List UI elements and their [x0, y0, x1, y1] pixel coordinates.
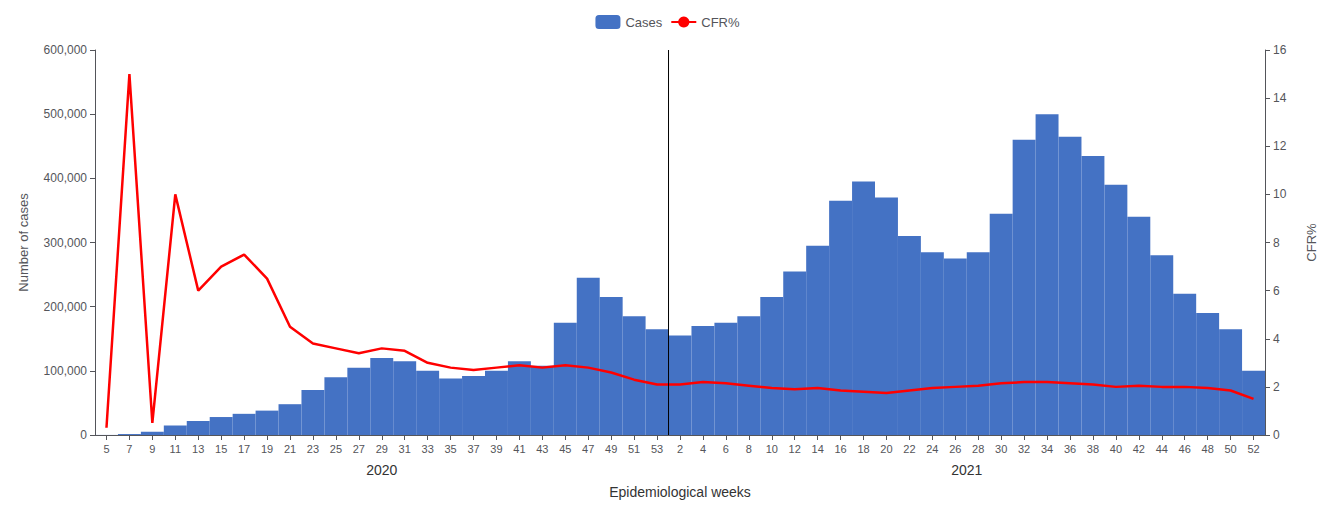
svg-text:25: 25: [330, 443, 342, 455]
svg-text:500,000: 500,000: [44, 107, 88, 121]
svg-text:17: 17: [238, 443, 250, 455]
svg-text:0: 0: [80, 428, 87, 442]
svg-text:CFR%: CFR%: [1304, 223, 1319, 262]
svg-text:2021: 2021: [951, 462, 982, 478]
svg-text:16: 16: [1273, 43, 1287, 57]
svg-text:12: 12: [1273, 139, 1287, 153]
svg-text:4: 4: [700, 443, 706, 455]
svg-text:43: 43: [536, 443, 548, 455]
svg-text:8: 8: [746, 443, 752, 455]
svg-text:2: 2: [1273, 380, 1280, 394]
svg-text:5: 5: [103, 443, 109, 455]
svg-text:27: 27: [353, 443, 365, 455]
svg-text:40: 40: [1110, 443, 1122, 455]
svg-text:400,000: 400,000: [44, 171, 88, 185]
svg-text:41: 41: [513, 443, 525, 455]
svg-text:Number of cases: Number of cases: [16, 193, 31, 292]
svg-text:37: 37: [467, 443, 479, 455]
svg-text:46: 46: [1179, 443, 1191, 455]
svg-text:45: 45: [559, 443, 571, 455]
svg-text:28: 28: [972, 443, 984, 455]
svg-text:Cases: Cases: [625, 15, 662, 30]
svg-text:36: 36: [1064, 443, 1076, 455]
svg-text:600,000: 600,000: [44, 43, 88, 57]
svg-text:19: 19: [261, 443, 273, 455]
svg-text:44: 44: [1156, 443, 1168, 455]
svg-text:21: 21: [284, 443, 296, 455]
svg-text:300,000: 300,000: [44, 236, 88, 250]
svg-text:Epidemiological weeks: Epidemiological weeks: [609, 484, 751, 500]
svg-text:32: 32: [1018, 443, 1030, 455]
svg-text:22: 22: [903, 443, 915, 455]
svg-text:47: 47: [582, 443, 594, 455]
svg-text:50: 50: [1224, 443, 1236, 455]
svg-text:8: 8: [1273, 236, 1280, 250]
svg-text:20: 20: [880, 443, 892, 455]
svg-text:18: 18: [857, 443, 869, 455]
svg-text:15: 15: [215, 443, 227, 455]
svg-text:48: 48: [1202, 443, 1214, 455]
svg-text:10: 10: [1273, 187, 1287, 201]
svg-text:6: 6: [723, 443, 729, 455]
svg-text:6: 6: [1273, 284, 1280, 298]
svg-text:14: 14: [1273, 91, 1287, 105]
svg-text:42: 42: [1133, 443, 1145, 455]
svg-text:38: 38: [1087, 443, 1099, 455]
svg-text:29: 29: [376, 443, 388, 455]
svg-text:24: 24: [926, 443, 938, 455]
svg-text:2020: 2020: [366, 462, 397, 478]
svg-text:26: 26: [949, 443, 961, 455]
svg-text:2: 2: [677, 443, 683, 455]
svg-text:53: 53: [651, 443, 663, 455]
svg-text:0: 0: [1273, 428, 1280, 442]
svg-text:30: 30: [995, 443, 1007, 455]
svg-text:13: 13: [192, 443, 204, 455]
svg-text:23: 23: [307, 443, 319, 455]
svg-text:11: 11: [170, 443, 181, 455]
svg-text:52: 52: [1247, 443, 1259, 455]
svg-text:12: 12: [789, 443, 801, 455]
svg-text:10: 10: [766, 443, 778, 455]
svg-text:51: 51: [628, 443, 640, 455]
svg-text:14: 14: [812, 443, 824, 455]
svg-text:31: 31: [399, 443, 411, 455]
svg-text:33: 33: [422, 443, 434, 455]
svg-text:49: 49: [605, 443, 617, 455]
svg-text:16: 16: [834, 443, 846, 455]
svg-text:CFR%: CFR%: [701, 15, 740, 30]
svg-text:34: 34: [1041, 443, 1053, 455]
svg-text:35: 35: [444, 443, 456, 455]
svg-text:100,000: 100,000: [44, 364, 88, 378]
svg-text:39: 39: [490, 443, 502, 455]
svg-text:7: 7: [126, 443, 132, 455]
svg-text:9: 9: [149, 443, 155, 455]
svg-text:200,000: 200,000: [44, 300, 88, 314]
svg-text:4: 4: [1273, 332, 1280, 346]
